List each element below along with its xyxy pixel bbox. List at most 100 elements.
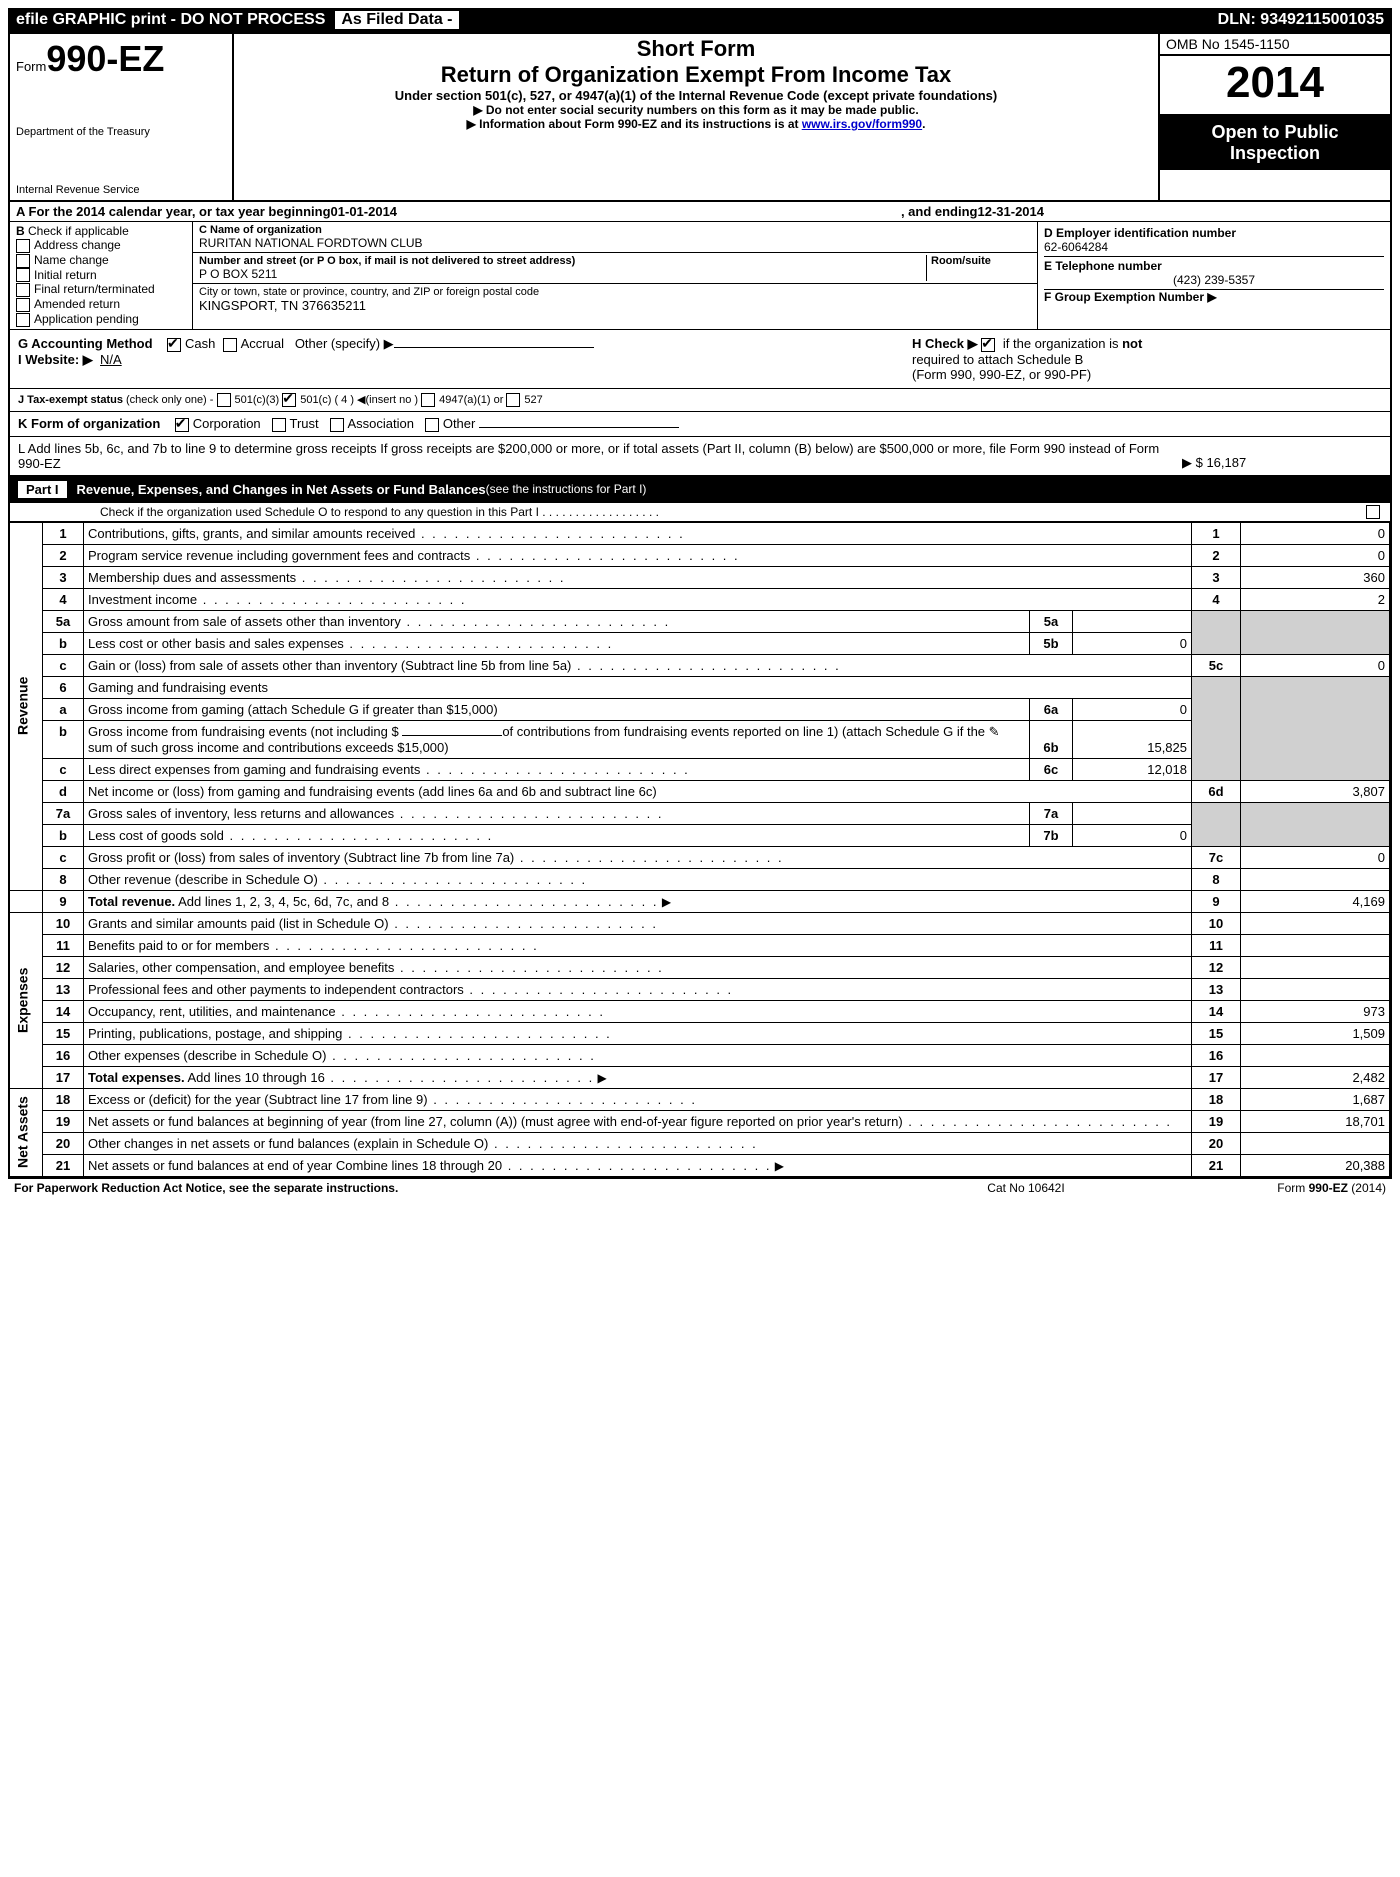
row-5a-val [1073, 610, 1192, 632]
k-corp-checkbox[interactable] [175, 418, 189, 432]
row-15-desc: Printing, publications, postage, and shi… [88, 1026, 342, 1041]
g-accrual-checkbox[interactable] [223, 338, 237, 352]
website-value: N/A [100, 352, 122, 367]
a-mid: , and ending [901, 204, 978, 219]
row-18-desc: Excess or (deficit) for the year (Subtra… [88, 1092, 428, 1107]
open-inspection: Open to Public Inspection [1160, 116, 1390, 170]
row-17-val: 2,482 [1241, 1066, 1390, 1088]
k-o1: Corporation [193, 416, 261, 431]
row-10-desc: Grants and similar amounts paid (list in… [88, 916, 389, 931]
omb-number: OMB No 1545-1150 [1160, 34, 1390, 56]
l-text: L Add lines 5b, 6c, and 7b to line 9 to … [18, 441, 1182, 471]
part1-label: Part I [16, 479, 69, 500]
row-11-desc: Benefits paid to or for members [88, 938, 269, 953]
part1-title-note: (see the instructions for Part I) [486, 482, 647, 496]
k-trust-checkbox[interactable] [272, 418, 286, 432]
form-title: Return of Organization Exempt From Incom… [240, 62, 1152, 88]
topbar-left: efile GRAPHIC print - DO NOT PROCESS [8, 11, 333, 29]
col-def: D Employer identification number 62-6064… [1037, 222, 1390, 329]
row-5c-desc: Gain or (loss) from sale of assets other… [88, 658, 571, 673]
open-line2: Inspection [1162, 143, 1388, 164]
row-13-val [1241, 978, 1390, 1000]
b-final-return[interactable]: Final return/terminated [16, 282, 186, 297]
b-name-change[interactable]: Name change [16, 253, 186, 268]
row-6a-val: 0 [1073, 698, 1192, 720]
g-other: Other (specify) ▶ [295, 336, 394, 351]
h-l1a: H Check ▶ [912, 336, 981, 351]
b-initial-return[interactable]: Initial return [16, 268, 186, 283]
k-other-checkbox[interactable] [425, 418, 439, 432]
row-12-val [1241, 956, 1390, 978]
footer-left: For Paperwork Reduction Act Notice, see … [14, 1181, 896, 1195]
row-9-desc: Total revenue. [88, 894, 175, 909]
row-3-val: 360 [1241, 566, 1390, 588]
j-o1: 501(c)(3) [235, 394, 280, 406]
line-i: I Website: ▶ N/A [18, 352, 896, 368]
irs-link[interactable]: www.irs.gov/form990 [802, 117, 922, 131]
row-6b-pre: Gross income from fundraising events (no… [88, 724, 402, 739]
j-501c-checkbox[interactable] [282, 393, 296, 407]
row-7a-desc: Gross sales of inventory, less returns a… [88, 806, 394, 821]
part1-check-text: Check if the organization used Schedule … [100, 505, 659, 519]
footer-cat-no: Cat No 10642I [896, 1181, 1156, 1195]
form-prefix: Form [16, 59, 46, 74]
row-11-val [1241, 934, 1390, 956]
g-cash-checkbox[interactable] [167, 338, 181, 352]
page-footer: For Paperwork Reduction Act Notice, see … [8, 1179, 1392, 1197]
row-4-val: 2 [1241, 588, 1390, 610]
row-6d-desc: Net income or (loss) from gaming and fun… [88, 784, 657, 799]
b-amended-return[interactable]: Amended return [16, 297, 186, 312]
row-6-desc: Gaming and fundraising events [84, 676, 1192, 698]
j-527-checkbox[interactable] [506, 393, 520, 407]
gross-receipts-amount: 16,187 [1206, 455, 1246, 470]
j-4947-checkbox[interactable] [421, 393, 435, 407]
row-4-desc: Investment income [88, 592, 197, 607]
efile-topbar: efile GRAPHIC print - DO NOT PROCESS As … [8, 8, 1392, 32]
row-19-val: 18,701 [1241, 1110, 1390, 1132]
row-8-val [1241, 868, 1390, 890]
k-o4: Other [443, 416, 476, 431]
b-application-pending[interactable]: Application pending [16, 312, 186, 327]
form-header: Form990-EZ Department of the Treasury In… [10, 34, 1390, 202]
b-text: Check if applicable [28, 224, 129, 238]
note2-post: . [922, 117, 925, 131]
part1-check-line: Check if the organization used Schedule … [10, 503, 1390, 522]
footer-right-pre: Form [1277, 1181, 1308, 1195]
side-revenue: Revenue [10, 522, 43, 890]
b-label: B [16, 224, 25, 238]
h-checkbox[interactable] [981, 338, 995, 352]
g-accrual: Accrual [241, 336, 284, 351]
row-3-desc: Membership dues and assessments [88, 570, 296, 585]
row-17-desc2: Add lines 10 through 16 [185, 1070, 325, 1085]
b-address-change[interactable]: Address change [16, 238, 186, 253]
row-15-val: 1,509 [1241, 1022, 1390, 1044]
topbar-mid: As Filed Data - [333, 9, 460, 31]
short-form-label: Short Form [240, 36, 1152, 62]
row-14-desc: Occupancy, rent, utilities, and maintena… [88, 1004, 336, 1019]
row-21-desc: Net assets or fund balances at end of ye… [88, 1158, 502, 1173]
part1-schedule-o-checkbox[interactable] [1366, 505, 1380, 519]
section-h: H Check ▶ if the organization is not req… [904, 330, 1390, 388]
dept-treasury: Department of the Treasury [16, 126, 226, 138]
row-6b-val: 15,825 [1073, 720, 1192, 758]
k-o3: Association [348, 416, 414, 431]
row-7c-desc: Gross profit or (loss) from sales of inv… [88, 850, 514, 865]
a-pre: A For the 2014 calendar year, or tax yea… [16, 204, 331, 219]
a-begin: 01-01-2014 [331, 204, 398, 219]
c-city-label: City or town, state or province, country… [199, 286, 1031, 298]
d-label: D Employer identification number [1044, 226, 1384, 240]
tax-year: 2014 [1160, 56, 1390, 116]
row-12-desc: Salaries, other compensation, and employ… [88, 960, 394, 975]
line-k: K Form of organization Corporation Trust… [10, 412, 1390, 437]
row-5b-desc: Less cost or other basis and sales expen… [88, 636, 344, 651]
row-5c-val: 0 [1241, 654, 1390, 676]
form-note-2: ▶ Information about Form 990-EZ and its … [240, 117, 1152, 131]
e-label: E Telephone number [1044, 259, 1384, 273]
row-10-val [1241, 912, 1390, 934]
telephone-value: (423) 239-5357 [1044, 273, 1384, 287]
row-6c-val: 12,018 [1073, 758, 1192, 780]
k-assoc-checkbox[interactable] [330, 418, 344, 432]
line-j: J Tax-exempt status (check only one) - 5… [10, 389, 1390, 412]
j-501c3-checkbox[interactable] [217, 393, 231, 407]
c-name-label: C Name of organization [199, 224, 1031, 236]
